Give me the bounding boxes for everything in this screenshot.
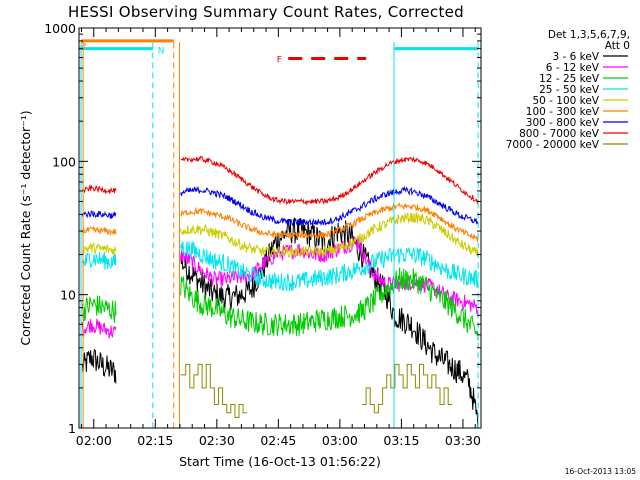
legend-label: 3 - 6 keV <box>552 51 599 63</box>
flag-label: S <box>81 39 87 49</box>
legend-label: 800 - 7000 keV <box>519 128 600 140</box>
series-line <box>81 212 479 259</box>
series-line <box>82 155 479 206</box>
series-line <box>81 201 479 242</box>
y-axis-label: Corrected Count Rate (s⁻¹ detector⁻¹) <box>18 110 33 345</box>
series-7000-20000-kev <box>180 363 453 418</box>
legend-label: 12 - 25 keV <box>539 73 600 85</box>
date-stamp: 16-Oct-2013 13:05 <box>565 467 636 476</box>
legend-label: 7000 - 20000 keV <box>506 139 600 151</box>
series-line <box>81 216 479 428</box>
x-tick-label: 02:30 <box>199 433 235 448</box>
series-line <box>81 267 479 341</box>
y-tick-label: 1000 <box>44 21 76 36</box>
y-tick-label: 100 <box>52 154 76 169</box>
series-line <box>81 241 479 292</box>
legend-label: 100 - 300 keV <box>526 106 600 118</box>
x-tick-label: 03:15 <box>383 433 419 448</box>
y-tick-label: 1 <box>68 421 76 436</box>
x-tick-label: 02:00 <box>76 433 112 448</box>
x-axis-label: Start Time (16-Oct-13 01:56:22) <box>179 454 381 469</box>
x-tick-label: 03:30 <box>445 433 481 448</box>
series-100-300-kev <box>81 201 479 242</box>
legend-label: 50 - 100 keV <box>532 95 599 107</box>
y-tick-label: 10 <box>60 288 76 303</box>
series-line <box>81 185 479 227</box>
legend-header: Det 1,3,5,6,7,9, <box>548 29 630 41</box>
flag-label: N <box>158 46 165 56</box>
series-3-6-kev <box>81 216 479 428</box>
plot-frame <box>78 27 482 429</box>
chart-title: HESSI Observing Summary Count Rates, Cor… <box>68 3 464 21</box>
series-12-25-kev <box>81 267 479 341</box>
legend-label: 25 - 50 keV <box>539 84 600 96</box>
series-800-7000-kev <box>82 155 479 206</box>
legend-label: 6 - 12 keV <box>546 62 600 74</box>
series-300-800-kev <box>81 185 479 227</box>
x-tick-label: 02:15 <box>137 433 173 448</box>
series-line <box>180 363 453 418</box>
legend-label: 300 - 800 keV <box>526 117 600 129</box>
x-tick-label: 03:00 <box>322 433 358 448</box>
series-25-50-kev <box>81 241 479 292</box>
series-50-100-kev <box>81 212 479 259</box>
flag-label: F <box>277 56 282 66</box>
x-tick-label: 02:45 <box>260 433 296 448</box>
legend-header: Att 0 <box>605 40 630 52</box>
